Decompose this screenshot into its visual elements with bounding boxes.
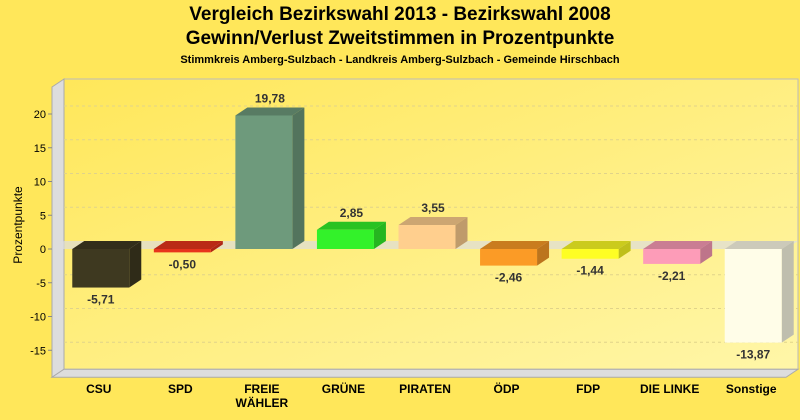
bar [153,249,211,253]
chart-caption: Stimmkreis Amberg-Sulzbach - Landkreis A… [180,54,620,66]
bar [72,249,130,288]
y-tick-label: 10 [34,177,46,189]
y-tick-label: 15 [34,143,46,155]
bar-side [455,217,468,249]
data-label: -1,44 [576,264,604,278]
data-label: 19,78 [255,91,285,105]
bar-top [561,241,631,249]
data-label: 3,55 [421,201,445,215]
bar-top [643,241,713,249]
bar-top [480,241,550,249]
x-tick-label: FREIE [244,382,279,396]
x-tick-label: Sonstige [726,382,777,396]
x-tick-label: WÄHLER [236,395,289,410]
x-tick-label: SPD [168,382,193,396]
bar-top [72,241,142,249]
y-tick-label: 0 [40,244,46,256]
bar-side [129,241,142,288]
x-tick-label: DIE LINKE [640,382,699,396]
x-tick-label: PIRATEN [399,382,451,396]
y-tick-label: -5 [36,278,46,290]
bar [316,229,374,249]
bar-side [292,107,305,249]
chart-subtitle: Gewinn/Verlust Zweitstimmen in Prozentpu… [185,28,615,49]
bar-top [316,221,386,230]
plot-floor [50,368,800,378]
chart-title: Vergleich Bezirkswahl 2013 - Bezirkswahl… [189,4,611,25]
bar-side [537,241,550,266]
bar-top [153,241,223,249]
data-label: -0,50 [169,257,197,271]
plot-left-wall [51,78,65,379]
y-tick-label: -10 [30,312,46,324]
y-tick-label: -15 [30,345,46,357]
data-label: -2,46 [495,271,523,285]
y-tick-label: 20 [34,109,46,121]
x-tick-label: FDP [576,382,600,396]
data-label: -2,21 [658,269,686,283]
bar-side [618,241,631,259]
bar-side [781,241,794,343]
y-axis-label: Prozentpunkte [11,186,25,264]
bar [561,249,619,259]
data-label: 2,85 [340,206,364,220]
bar-top [235,107,305,116]
y-tick-label: 5 [40,210,46,222]
x-tick-label: ÖDP [494,381,520,396]
bar-top [724,241,794,249]
bar-side [210,241,223,253]
bar [643,249,701,264]
x-tick-label: GRÜNE [322,381,365,396]
bar-top [398,217,468,226]
bar [235,115,293,249]
data-label: -5,71 [87,293,115,307]
x-tick-label: CSU [86,382,111,396]
bar [724,249,782,343]
bar [480,249,538,266]
bar [398,225,456,249]
bar-side [373,221,386,249]
data-label: -13,87 [736,348,770,362]
bar-side [700,241,713,264]
